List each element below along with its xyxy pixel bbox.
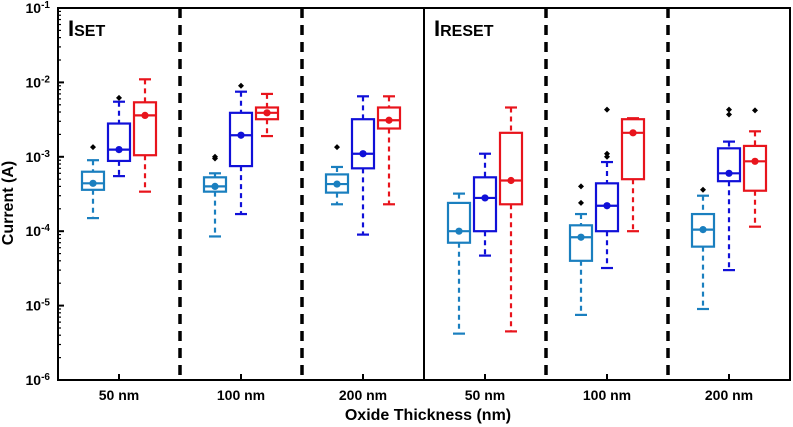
box-reset-1-3 [498,106,524,333]
x-axis: 50 nm 100 nm 200 nm 50 nm 100 nm 200 nm [99,374,753,403]
mean-marker [751,157,759,165]
panel-frames [57,7,791,381]
mean-marker [481,194,489,202]
x-axis-title: Oxide Thickness (nm) [345,407,511,424]
outlier-marker [752,107,758,114]
mean-marker [725,169,733,177]
mean-marker [507,176,515,185]
mean-marker [385,116,393,124]
y-tick-label: 10-3 [26,148,51,165]
x-tick-label: 50 nm [465,387,505,403]
outlier-marker [604,153,610,160]
panel-labels: ISET IRESET [68,16,494,41]
outlier-marker [604,150,610,157]
box-set-3-2 [350,95,376,236]
mean-marker [89,179,97,187]
iqr-box [350,118,376,170]
x-tick-label: 100 nm [583,387,631,403]
iqr-box [568,224,594,262]
iqr-box [446,201,472,244]
mean-marker [211,182,219,191]
group-dividers [178,8,670,380]
outlier-marker [578,199,584,206]
mean-marker [333,180,341,188]
mean-marker [603,202,611,210]
iqr-box [620,118,646,181]
mean-marker [115,145,123,154]
box-reset-3-1 [690,186,716,311]
mean-marker [629,129,637,137]
mean-marker [359,150,367,158]
outlier-marker [334,144,340,151]
box-set-3-1 [324,144,350,206]
x-tick-label: 100 nm [217,387,265,403]
box-set-3-3 [376,95,402,206]
panel-label-reset: IRESET [434,16,494,41]
iqr-box [742,144,768,192]
x-tick-label: 200 nm [705,387,753,403]
y-tick-label: 10-6 [26,372,51,389]
y-tick-label: 10-4 [26,223,51,240]
outlier-marker [726,111,732,118]
mean-marker [237,131,245,139]
mean-marker [577,233,585,241]
iqr-box [472,176,498,233]
mean-marker [699,226,707,234]
outlier-marker [212,153,218,160]
panel-label-set: ISET [68,16,105,41]
outlier-marker [238,82,244,89]
iqr-box [106,122,132,163]
mean-marker [141,111,149,120]
y-tick-label: 10-1 [26,0,51,16]
box-reset-2-1 [568,183,594,316]
y-axis: 10-6 10-5 10-4 10-3 10-2 10-1 [26,0,64,388]
box-series [80,78,768,335]
y-tick-label: 10-5 [26,297,51,314]
outlier-marker [604,106,610,113]
outlier-marker [700,186,706,193]
box-set-2-3 [254,92,280,138]
x-tick-label: 200 nm [339,387,387,403]
box-reset-1-2 [472,152,498,257]
iqr-box [228,111,254,168]
mean-marker [455,227,463,235]
box-reset-3-3 [742,107,768,228]
box-set-1-1 [80,144,106,220]
outlier-marker [578,183,584,190]
outlier-marker [116,94,122,101]
box-set-2-1 [202,153,228,238]
outlier-marker [726,106,732,113]
mean-marker [263,109,271,117]
x-tick-label: 50 nm [99,387,139,403]
y-tick-label: 10-2 [26,74,51,91]
iqr-box [132,101,158,157]
box-set-1-3 [132,78,158,193]
iqr-box [498,131,524,206]
box-reset-2-3 [620,117,646,233]
box-reset-1-1 [446,192,472,335]
box-set-1-2 [106,94,132,178]
box-reset-2-2 [594,106,620,270]
outlier-marker [90,144,96,151]
y-axis-title: Current (A) [0,161,17,245]
box-set-2-2 [228,82,254,216]
box-reset-3-2 [716,106,742,272]
